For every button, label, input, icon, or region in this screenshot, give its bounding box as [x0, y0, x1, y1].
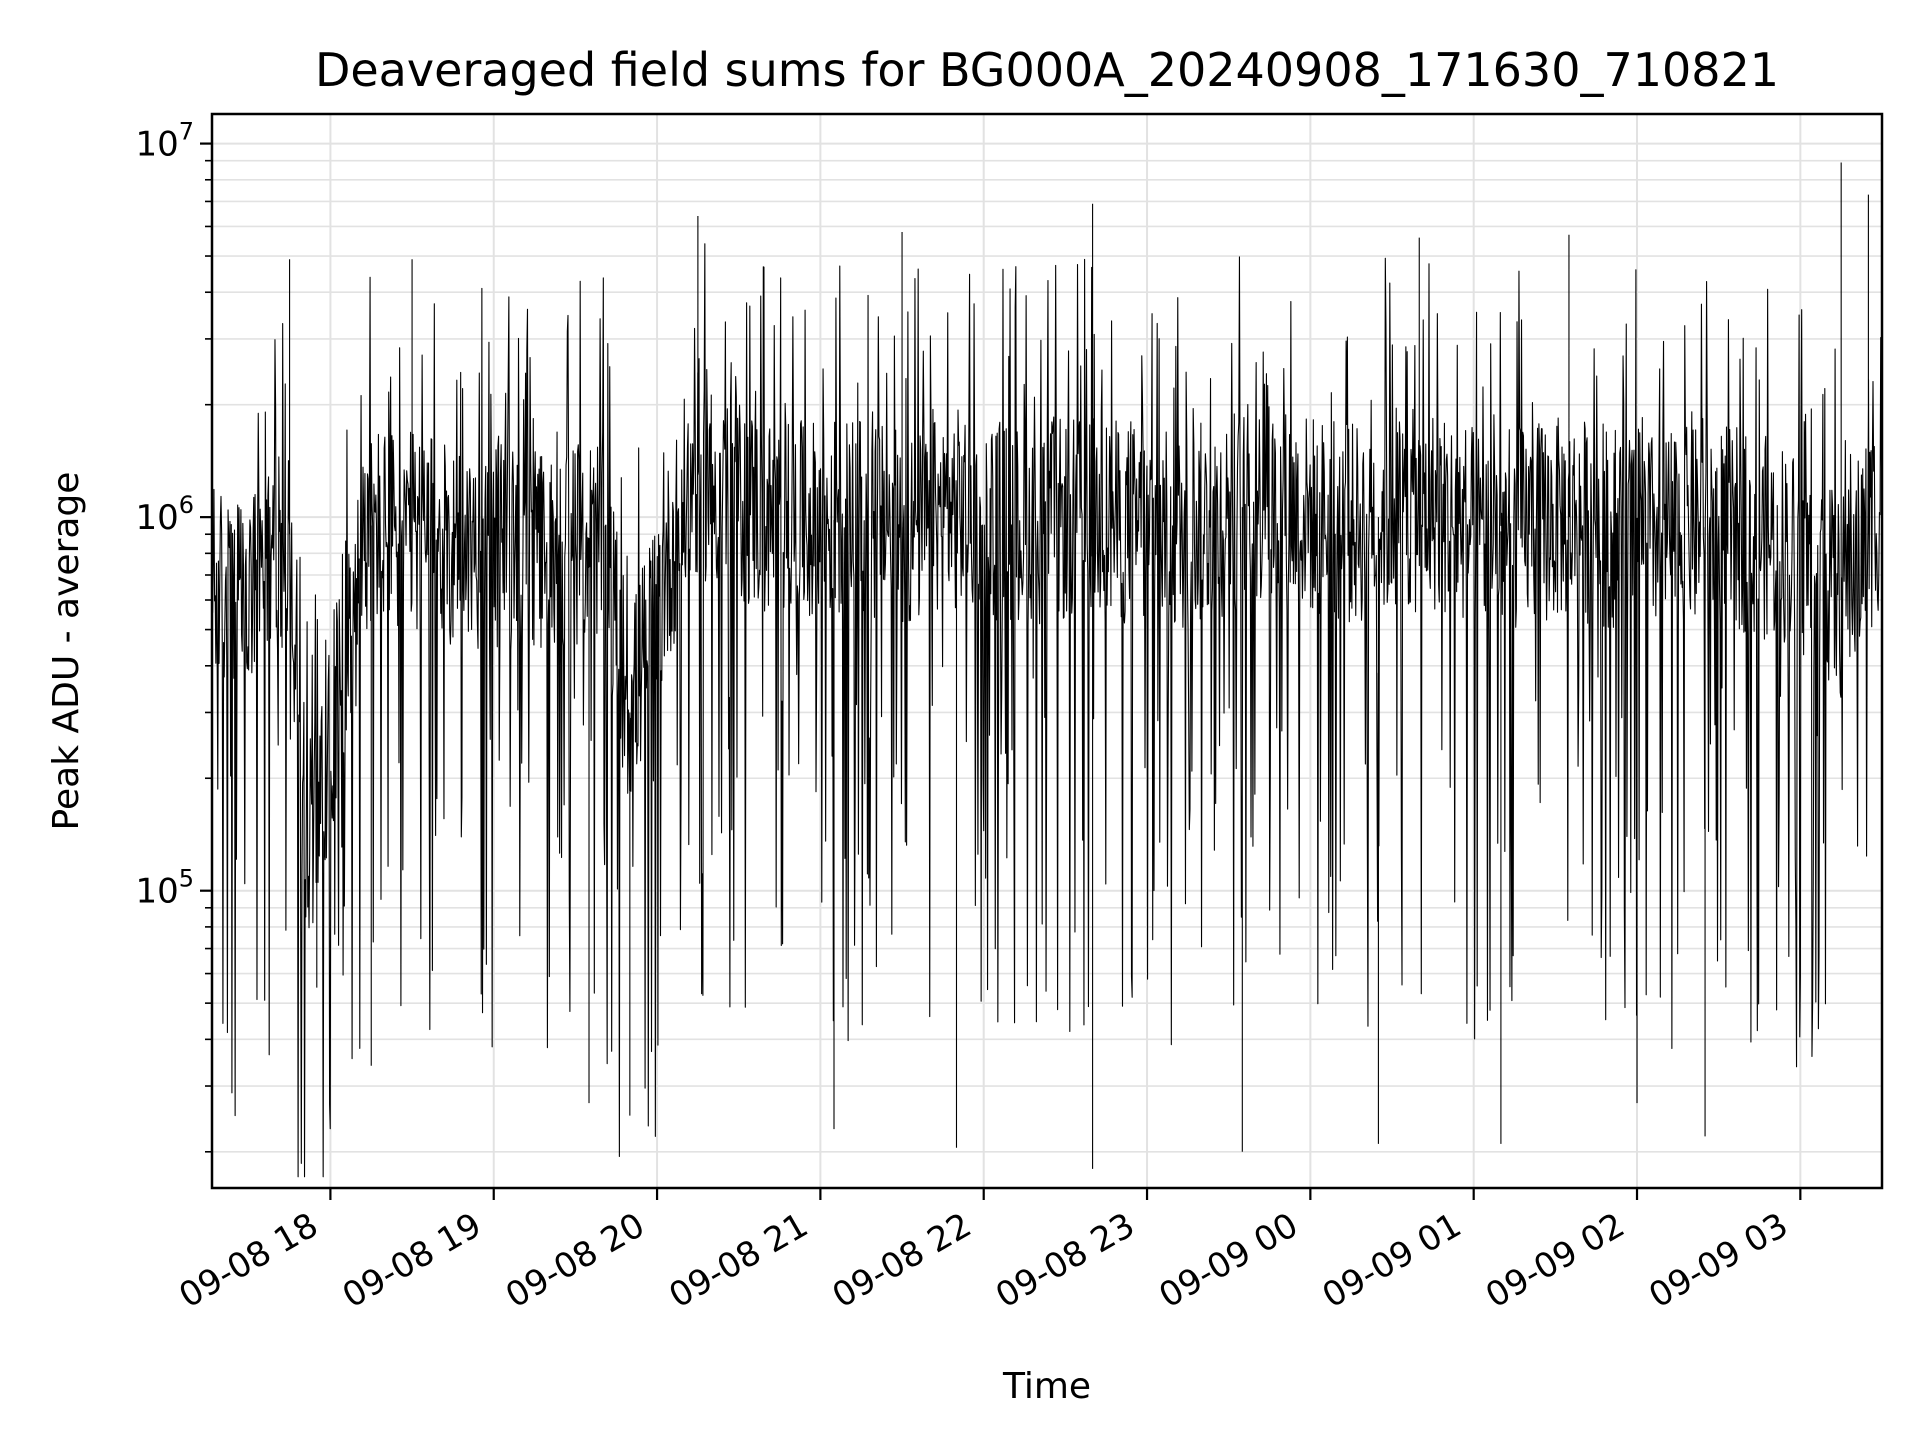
y-tick-label: 105 [135, 865, 194, 912]
y-tick-label: 106 [135, 491, 194, 538]
x-tick-label: 09-08 21 [662, 1205, 814, 1316]
x-tick-label: 09-09 02 [1479, 1205, 1631, 1316]
x-tick-label: 09-08 23 [989, 1205, 1141, 1316]
x-tick-label: 09-08 22 [826, 1205, 978, 1316]
x-tick-label: 09-09 00 [1152, 1205, 1304, 1316]
x-axis-label: Time [1002, 1366, 1091, 1407]
series-line [211, 162, 1883, 1178]
x-tick-label: 09-09 03 [1642, 1205, 1794, 1316]
axis-ticks: 09-08 18 09-08 19 09-08 20 09-08 21 09-08 22… [135, 118, 1802, 1316]
x-tick-label: 09-08 20 [499, 1205, 651, 1316]
x-tick-label: 09-08 18 [173, 1205, 325, 1316]
y-tick-label: 107 [135, 118, 194, 165]
x-tick-label: 09-09 01 [1316, 1205, 1468, 1316]
chart-title: Deaveraged field sums for BG000A_2024090… [315, 43, 1779, 97]
series-layer [211, 162, 1883, 1178]
plot-frame [210, 112, 1884, 1190]
x-tick-label: 09-08 19 [336, 1205, 488, 1316]
y-axis-label: Peak ADU - average [46, 472, 87, 831]
